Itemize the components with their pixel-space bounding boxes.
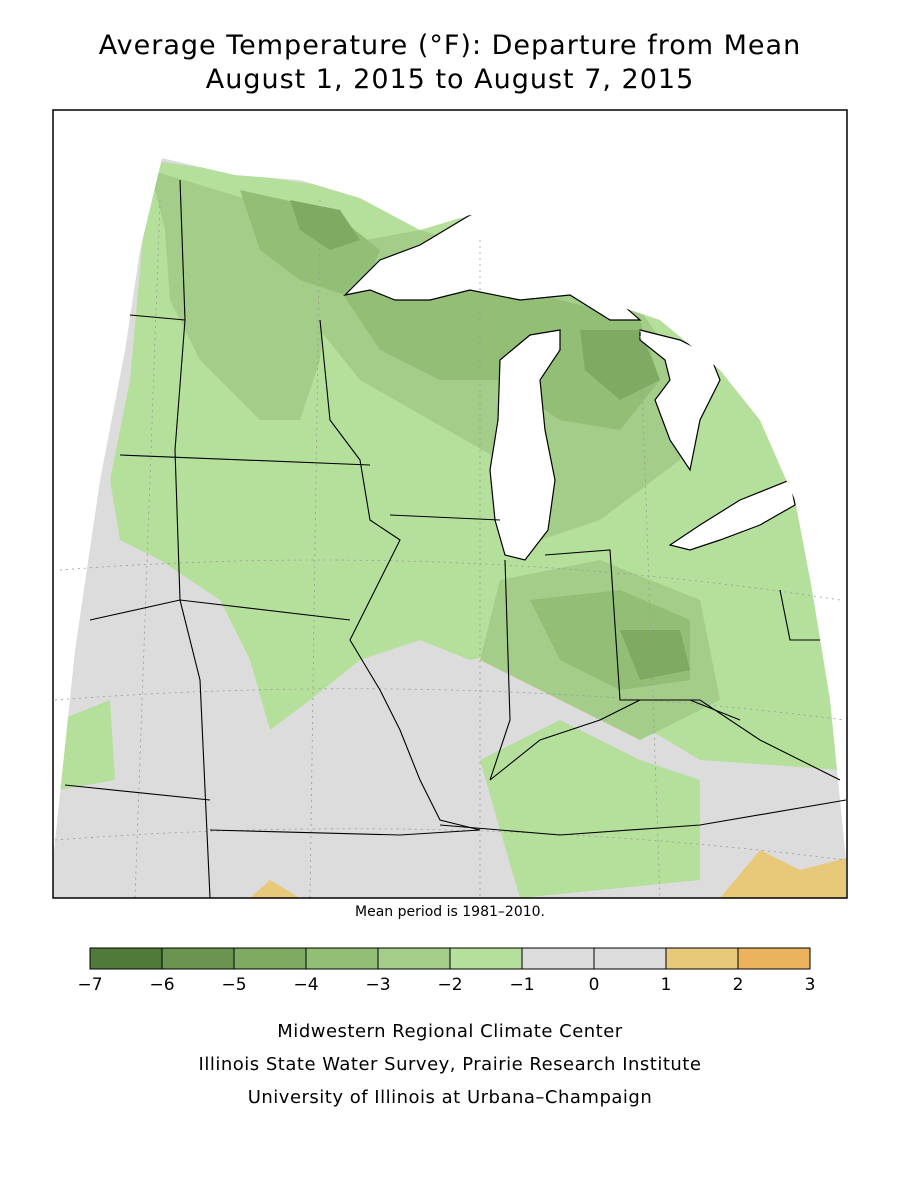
lake-erie [668,479,796,551]
legend-ticks: −7 −6 −5 −4 −3 −2 −1 0 1 2 3 [77,975,815,995]
legend-tick-label: 3 [805,975,816,995]
oh-pa-border [779,589,820,641]
legend-bin [161,947,235,970]
great-lakes [343,214,796,561]
legend-bin [377,947,451,970]
ne-ks-border [89,599,351,621]
legend-tick-label: −6 [149,975,174,995]
nd-sd-border [129,314,186,321]
color-legend: −7 −6 −5 −4 −3 −2 −1 0 1 2 3 [77,947,815,995]
credit-uiuc: University of Illinois at Urbana–Champai… [247,1087,653,1108]
legend-bin [233,947,307,970]
minus-3-to-4-area-north-mn [240,190,380,300]
graticule [54,199,846,899]
minus-3-to-4-area-upper-mi [340,270,660,430]
state-boundaries [64,179,847,899]
plus-1-to-2-area-southeast [720,850,846,898]
in-oh-border [544,549,741,721]
west-blank-area [53,110,162,860]
legend-tick-label: −5 [221,975,246,995]
legend-tick-label: −7 [77,975,102,995]
minus-4-to-5-area-arrowhead [290,200,360,250]
legend-bin [521,947,595,970]
legend-tick-label: 0 [589,975,600,995]
legend-tick-label: 2 [733,975,744,995]
mn-ia-border [119,454,371,466]
legend-bin [665,947,739,970]
lake-superior [343,214,642,321]
minus-4-to-5-area-northern-mi [580,330,660,400]
ky-tn-border [439,799,847,836]
legend-bin [305,947,379,970]
legend-bin [737,947,811,970]
legend-bin [449,947,523,970]
mn-dakotas-border [174,179,211,899]
legend-tick-label: 1 [661,975,672,995]
plus-1-to-2-area-southwest [250,880,300,898]
legend-tick-label: −3 [365,975,390,995]
legend-tick-label: −2 [437,975,462,995]
minus-1-to-2-area-west [60,700,115,790]
credit-isws: Illinois State Water Survey, Prairie Res… [198,1054,702,1075]
mo-ar-border [209,829,481,836]
mississippi-river-border [319,319,481,831]
ohio-river-border [489,699,841,781]
map-title: Average Temperature (°F): Departure from… [98,30,802,61]
ia-il-wi-border [389,514,501,521]
minus-4-to-5-area-ohio [620,630,690,680]
temperature-departure-map [52,109,848,899]
legend-bin [89,947,163,970]
credit-mrcc: Midwestern Regional Climate Center [277,1021,623,1042]
map-frame [52,109,848,899]
mean-period-note: Mean period is 1981–2010. [355,904,545,920]
legend-tick-label: −4 [293,975,318,995]
legend-bin [593,947,667,970]
map-subtitle-date-range: August 1, 2015 to August 7, 2015 [205,64,695,95]
legend-tick-label: −1 [509,975,534,995]
canada-blank-area [162,110,846,500]
legend-bins [89,947,811,970]
il-in-border [489,559,511,781]
lake-michigan [489,329,561,561]
ks-ok-border [64,784,211,801]
minus-1-to-2-area-south [480,720,700,898]
